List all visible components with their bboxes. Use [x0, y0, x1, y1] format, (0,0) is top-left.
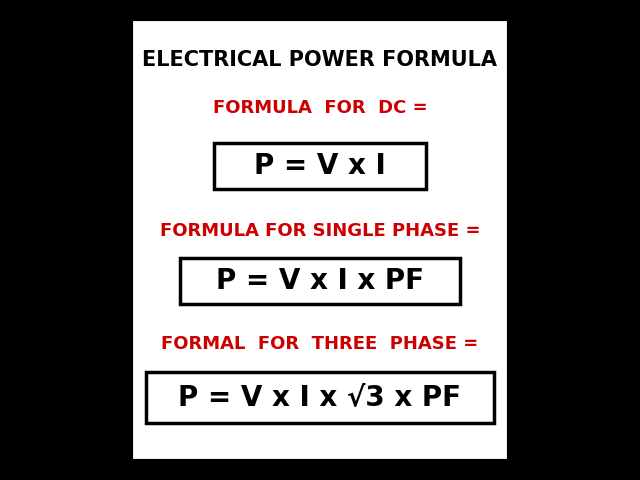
Bar [147, 372, 493, 423]
Text: FORMULA  FOR  DC =: FORMULA FOR DC = [212, 98, 428, 117]
Text: FORMAL  FOR  THREE  PHASE =: FORMAL FOR THREE PHASE = [161, 335, 479, 353]
Text: P = V x I x PF: P = V x I x PF [216, 267, 424, 295]
Bar [214, 143, 426, 189]
Text: P = V x I x √3 x PF: P = V x I x √3 x PF [179, 384, 461, 412]
Bar [180, 258, 460, 304]
Text: FORMULA FOR SINGLE PHASE =: FORMULA FOR SINGLE PHASE = [160, 222, 480, 240]
Text: ELECTRICAL POWER FORMULA: ELECTRICAL POWER FORMULA [143, 50, 497, 70]
Text: P = V x I: P = V x I [254, 152, 386, 180]
